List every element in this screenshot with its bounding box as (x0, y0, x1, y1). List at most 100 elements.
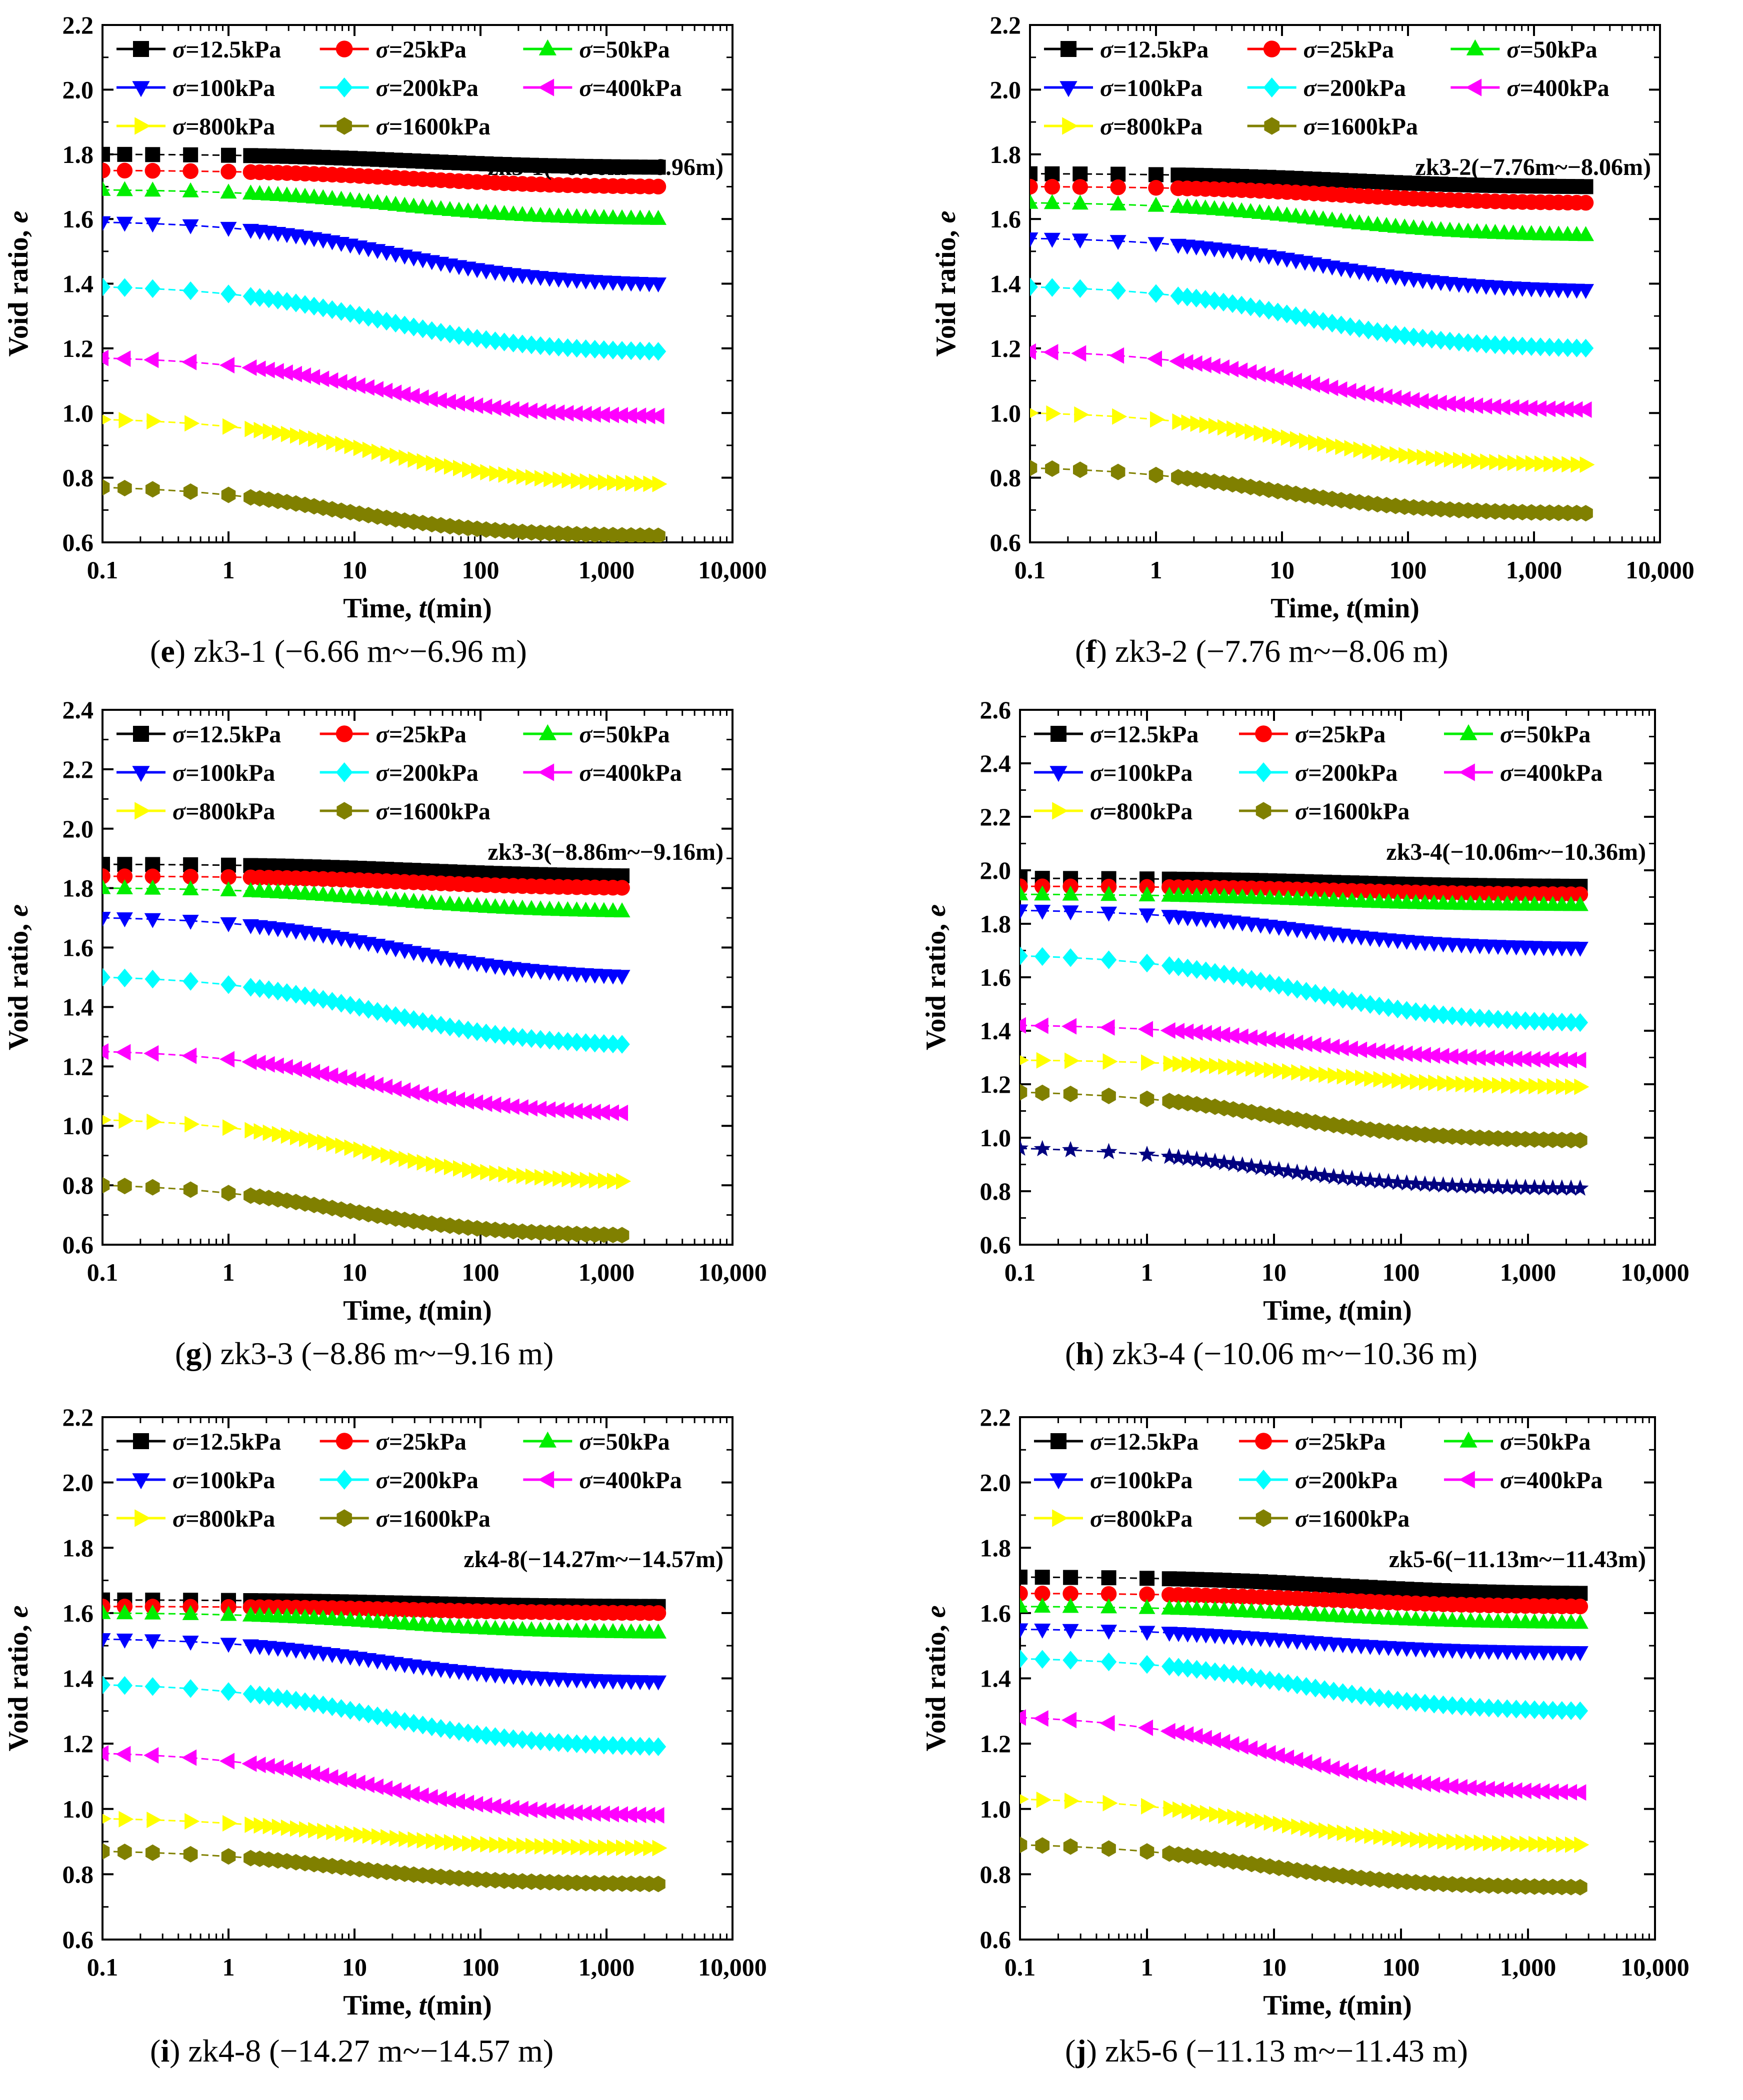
data-point (550, 1102, 565, 1119)
data-point (1169, 353, 1184, 370)
data-point (614, 970, 630, 985)
data-point (390, 1149, 405, 1166)
data-point (532, 403, 547, 420)
data-point (1410, 1831, 1425, 1848)
data-point (1442, 331, 1458, 351)
series-200kPa (102, 1675, 666, 1757)
data-point (145, 1179, 160, 1196)
data-point (268, 1759, 284, 1776)
legend-label: σ=25kPa (376, 36, 466, 63)
data-point (1434, 1176, 1452, 1193)
data-point (1528, 1078, 1544, 1095)
plot-frame (1019, 1416, 1656, 1941)
data-point (1437, 1075, 1452, 1092)
y-tick-label: 1.6 (62, 1599, 94, 1627)
legend-sigma: σ= (1304, 113, 1330, 140)
data-point (1225, 1665, 1242, 1684)
data-point (1160, 1723, 1176, 1740)
data-point (1046, 405, 1062, 422)
data-point (1160, 1022, 1176, 1039)
legend-marker (1255, 1470, 1272, 1490)
data-point (308, 430, 324, 447)
data-point (244, 1816, 260, 1833)
data-point (462, 461, 478, 478)
data-point (588, 1172, 604, 1189)
series-12.5kPa (1020, 1570, 1588, 1601)
data-point (550, 404, 565, 421)
series-12.5kPa (1030, 166, 1594, 194)
data-point (102, 146, 110, 162)
data-point (469, 1022, 485, 1041)
legend-label: σ=200kPa (1295, 760, 1398, 786)
legend-pressure: 1600kPa (402, 1506, 490, 1532)
data-point (568, 405, 583, 422)
data-point (1272, 1816, 1288, 1833)
y-axis-title-main: Void ratio, (920, 1618, 952, 1751)
data-point (1382, 1829, 1398, 1846)
legend-pressure: 25kPa (1322, 1429, 1386, 1455)
data-point (1279, 1162, 1297, 1179)
y-tick-label: 0.8 (980, 1860, 1012, 1888)
data-point (598, 1172, 613, 1189)
data-point (102, 1843, 110, 1860)
data-point (652, 1840, 668, 1857)
data-point (580, 473, 595, 490)
data-point (305, 1064, 320, 1081)
data-point (1215, 1026, 1230, 1043)
legend-label: σ=1600kPa (376, 113, 490, 140)
data-point (222, 418, 238, 435)
data-point (1342, 1764, 1358, 1781)
data-point (299, 1821, 314, 1838)
y-axis-title-main: Void ratio, (3, 917, 34, 1050)
data-point (1197, 1151, 1214, 1168)
data-point (242, 287, 259, 306)
data-point (1344, 1685, 1360, 1704)
data-point (1563, 1701, 1579, 1720)
data-point (440, 1792, 456, 1809)
data-point (1200, 1805, 1215, 1822)
legend-pressure: 25kPa (402, 721, 466, 748)
data-point (1324, 1760, 1340, 1777)
y-tick-label: 2.0 (62, 75, 94, 103)
data-point (1252, 1030, 1267, 1047)
panel-caption-text: zk3-3 (−8.86 m~−9.16 m) (212, 1336, 554, 1371)
data-point (1353, 1686, 1369, 1705)
data-point (1169, 1724, 1184, 1741)
data-point (1371, 1689, 1388, 1708)
data-point (1020, 1585, 1028, 1602)
data-point (1246, 1060, 1261, 1077)
data-point (604, 406, 619, 423)
data-point (1487, 335, 1504, 354)
data-point (144, 969, 161, 989)
data-point (1236, 1810, 1252, 1827)
data-point (254, 1123, 269, 1140)
legend-label: σ=12.5kPa (172, 36, 281, 63)
data-point (323, 372, 338, 389)
legend-marker (1050, 1473, 1068, 1490)
data-point (1398, 1174, 1416, 1191)
data-point (1244, 1668, 1260, 1687)
data-point (102, 1814, 112, 1824)
data-point (1020, 1084, 1028, 1101)
data-point (323, 1067, 338, 1084)
data-point (1205, 358, 1220, 375)
data-point (1328, 1823, 1343, 1840)
data-point (272, 424, 287, 441)
data-point (622, 1806, 638, 1823)
data-point (296, 1764, 312, 1781)
y-tick-label: 2.0 (980, 856, 1012, 884)
data-point (144, 351, 159, 368)
data-point (1043, 344, 1058, 361)
data-point (1519, 1077, 1534, 1094)
data-point (1314, 378, 1330, 395)
data-point (1020, 946, 1028, 965)
data-point (183, 1846, 198, 1863)
y-tick-label: 1.4 (62, 993, 94, 1021)
data-point (1199, 416, 1214, 433)
data-point (1139, 1586, 1155, 1603)
data-point (505, 333, 522, 352)
data-point (1282, 1063, 1298, 1080)
y-tick-label: 2.0 (980, 1469, 1012, 1497)
data-point (1138, 1719, 1153, 1736)
data-point (1071, 345, 1086, 362)
